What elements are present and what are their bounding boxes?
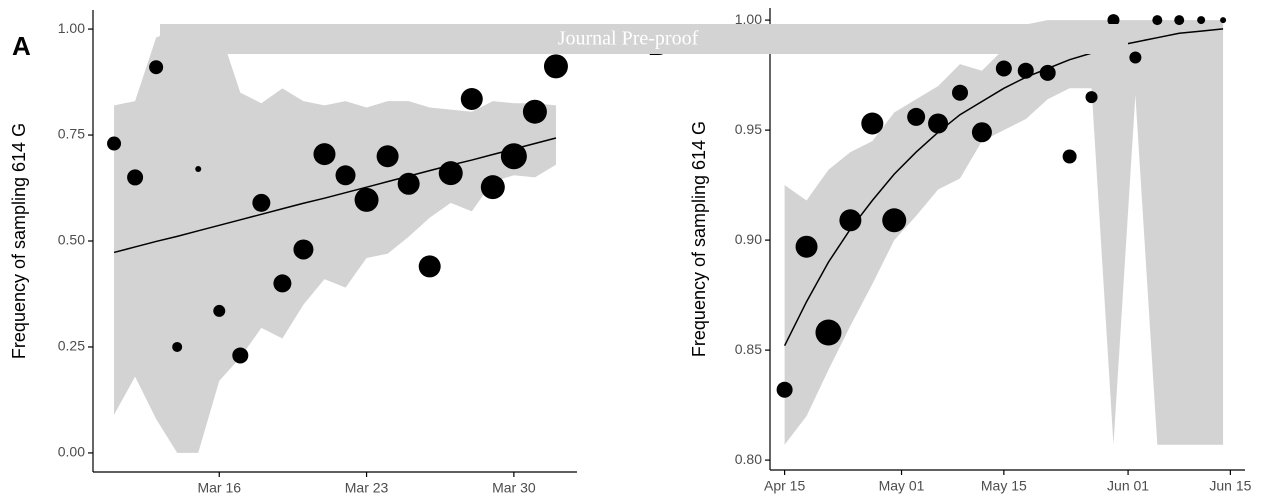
point (293, 239, 314, 260)
point (313, 143, 336, 166)
point (971, 122, 992, 143)
point (815, 319, 842, 346)
y-tick-label: 0.90 (735, 231, 762, 247)
point (480, 175, 505, 200)
y-tick-label: 1.00 (58, 20, 85, 36)
point (1220, 17, 1227, 24)
point (438, 161, 463, 186)
point (522, 99, 547, 124)
point (795, 235, 818, 258)
point (354, 187, 379, 212)
x-tick-label: Apr 15 (764, 478, 805, 494)
y-tick-label: 0.80 (735, 451, 762, 467)
point (1129, 51, 1142, 64)
point (907, 107, 926, 126)
y-axis-label: Frequency of sampling 614 G (9, 123, 29, 359)
point (1017, 62, 1034, 79)
point (1197, 16, 1206, 25)
point (172, 341, 183, 352)
x-tick-label: Jun 15 (1209, 478, 1251, 494)
point (418, 255, 441, 278)
point (213, 304, 226, 317)
point (460, 88, 483, 111)
point (335, 165, 356, 186)
y-axis-label: Frequency of sampling 614 G (689, 121, 709, 357)
point (1107, 14, 1120, 27)
point (500, 143, 527, 170)
fit-line (113, 137, 557, 254)
panel-label: A (12, 31, 31, 61)
point (839, 209, 862, 232)
point (1085, 91, 1098, 104)
point (273, 274, 292, 293)
y-tick-label: 0.95 (735, 121, 762, 137)
point (1152, 15, 1163, 26)
y-tick-label: 0.75 (58, 126, 85, 142)
x-tick-label: May 15 (981, 478, 1027, 494)
point (1039, 64, 1056, 81)
x-tick-label: Mar 30 (492, 480, 536, 496)
point (928, 113, 949, 134)
x-tick-label: Mar 23 (345, 480, 389, 496)
point (776, 381, 793, 398)
x-tick-label: May 01 (879, 478, 925, 494)
x-tick-label: Mar 16 (197, 480, 241, 496)
y-tick-label: 1.00 (735, 11, 762, 27)
y-tick-label: 0.85 (735, 341, 762, 357)
point (149, 60, 164, 75)
point (252, 193, 271, 212)
y-tick-label: 0.50 (58, 232, 85, 248)
point (1174, 15, 1185, 26)
point (107, 136, 122, 151)
y-tick-label: 0.25 (58, 338, 85, 354)
point (952, 84, 968, 101)
point (882, 208, 907, 233)
confidence-band (784, 20, 1224, 445)
point (861, 112, 884, 135)
x-tick-label: Jun 01 (1107, 478, 1149, 494)
point (995, 60, 1012, 77)
point (232, 347, 249, 364)
confidence-band (114, 29, 556, 453)
point (195, 165, 202, 172)
y-tick-label: 0.00 (58, 444, 85, 460)
watermark: Journal Pre-proof (558, 28, 699, 50)
watermark-bar (160, 24, 1128, 54)
point (543, 54, 568, 79)
point (1062, 149, 1077, 164)
point (127, 169, 144, 186)
point (376, 145, 399, 168)
point (397, 172, 420, 195)
